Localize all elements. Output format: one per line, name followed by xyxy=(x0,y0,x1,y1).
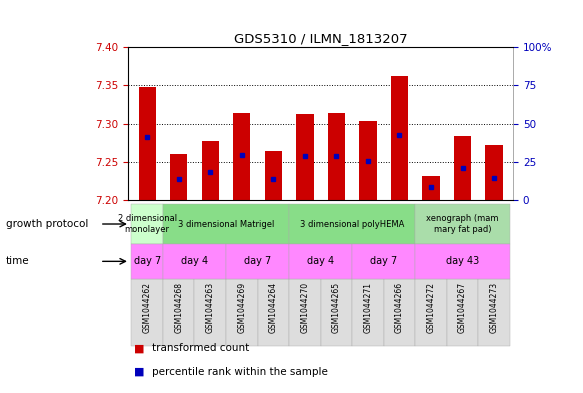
Text: day 4: day 4 xyxy=(307,256,334,266)
Text: day 4: day 4 xyxy=(181,256,208,266)
Text: growth protocol: growth protocol xyxy=(6,219,88,229)
Bar xyxy=(265,151,282,200)
Bar xyxy=(226,244,289,279)
Bar xyxy=(170,154,187,200)
Text: time: time xyxy=(6,256,30,266)
Bar xyxy=(163,244,226,279)
Text: GSM1044264: GSM1044264 xyxy=(269,282,278,334)
Text: GSM1044265: GSM1044265 xyxy=(332,282,341,334)
Bar xyxy=(359,121,377,200)
Bar xyxy=(131,279,163,346)
Text: day 43: day 43 xyxy=(446,256,479,266)
Text: 2 dimensional
monolayer: 2 dimensional monolayer xyxy=(118,214,177,234)
Text: ■: ■ xyxy=(134,343,145,353)
Text: day 7: day 7 xyxy=(134,256,161,266)
Bar xyxy=(447,279,478,346)
Text: 3 dimensional polyHEMA: 3 dimensional polyHEMA xyxy=(300,220,405,228)
Bar xyxy=(391,76,408,200)
Text: 3 dimensional Matrigel: 3 dimensional Matrigel xyxy=(178,220,274,228)
Text: ■: ■ xyxy=(134,367,145,377)
Text: GSM1044272: GSM1044272 xyxy=(427,282,436,333)
Bar xyxy=(202,141,219,200)
Bar xyxy=(163,204,289,244)
Bar xyxy=(486,145,503,200)
Bar xyxy=(352,279,384,346)
Bar xyxy=(296,114,314,200)
Bar xyxy=(139,87,156,200)
Text: GSM1044271: GSM1044271 xyxy=(363,282,373,333)
Bar xyxy=(289,204,415,244)
Text: GSM1044270: GSM1044270 xyxy=(300,282,310,334)
Bar xyxy=(289,279,321,346)
Title: GDS5310 / ILMN_1813207: GDS5310 / ILMN_1813207 xyxy=(234,31,408,44)
Bar xyxy=(384,279,415,346)
Text: GSM1044268: GSM1044268 xyxy=(174,282,183,333)
Bar xyxy=(454,136,471,200)
Bar xyxy=(131,244,163,279)
Bar xyxy=(131,204,163,244)
Bar xyxy=(233,113,251,200)
Bar xyxy=(415,244,510,279)
Text: transformed count: transformed count xyxy=(152,343,249,353)
Bar xyxy=(163,279,195,346)
Text: percentile rank within the sample: percentile rank within the sample xyxy=(152,367,328,377)
Bar xyxy=(415,204,510,244)
Bar xyxy=(478,279,510,346)
Bar xyxy=(415,279,447,346)
Text: xenograph (mam
mary fat pad): xenograph (mam mary fat pad) xyxy=(426,214,499,234)
Bar xyxy=(195,279,226,346)
Bar xyxy=(258,279,289,346)
Bar xyxy=(289,244,352,279)
Text: GSM1044273: GSM1044273 xyxy=(490,282,498,334)
Text: GSM1044262: GSM1044262 xyxy=(143,282,152,333)
Text: GSM1044263: GSM1044263 xyxy=(206,282,215,334)
Bar xyxy=(321,279,352,346)
Bar xyxy=(422,176,440,200)
Text: day 7: day 7 xyxy=(244,256,271,266)
Text: GSM1044266: GSM1044266 xyxy=(395,282,404,334)
Text: day 7: day 7 xyxy=(370,256,398,266)
Text: GSM1044267: GSM1044267 xyxy=(458,282,467,334)
Bar xyxy=(352,244,415,279)
Text: GSM1044269: GSM1044269 xyxy=(237,282,246,334)
Bar xyxy=(226,279,258,346)
Bar xyxy=(328,113,345,200)
